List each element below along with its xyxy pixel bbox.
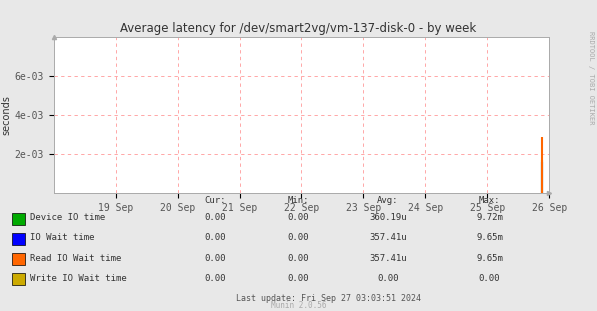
- Text: Munin 2.0.56: Munin 2.0.56: [271, 301, 326, 310]
- Y-axis label: seconds: seconds: [2, 95, 12, 135]
- Text: 0.00: 0.00: [204, 274, 226, 283]
- Text: RRDTOOL / TOBI OETIKER: RRDTOOL / TOBI OETIKER: [588, 31, 594, 124]
- Text: 0.00: 0.00: [479, 274, 500, 283]
- Text: Avg:: Avg:: [377, 196, 399, 205]
- Text: IO Wait time: IO Wait time: [30, 234, 94, 242]
- Text: 357.41u: 357.41u: [369, 234, 407, 242]
- Text: Last update: Fri Sep 27 03:03:51 2024: Last update: Fri Sep 27 03:03:51 2024: [236, 294, 421, 303]
- Text: 9.65m: 9.65m: [476, 234, 503, 242]
- Text: 0.00: 0.00: [204, 254, 226, 262]
- Text: 0.00: 0.00: [288, 234, 309, 242]
- Text: Read IO Wait time: Read IO Wait time: [30, 254, 121, 262]
- FancyBboxPatch shape: [12, 273, 25, 285]
- FancyBboxPatch shape: [12, 213, 25, 225]
- Text: Average latency for /dev/smart2vg/vm-137-disk-0 - by week: Average latency for /dev/smart2vg/vm-137…: [121, 22, 476, 35]
- Text: 0.00: 0.00: [288, 274, 309, 283]
- Text: Min:: Min:: [288, 196, 309, 205]
- Text: 0.00: 0.00: [204, 213, 226, 222]
- Text: 9.65m: 9.65m: [476, 254, 503, 262]
- Text: 360.19u: 360.19u: [369, 213, 407, 222]
- Text: Cur:: Cur:: [204, 196, 226, 205]
- Text: 357.41u: 357.41u: [369, 254, 407, 262]
- Text: Device IO time: Device IO time: [30, 213, 105, 222]
- Text: 9.72m: 9.72m: [476, 213, 503, 222]
- Text: 0.00: 0.00: [377, 274, 399, 283]
- Text: Write IO Wait time: Write IO Wait time: [30, 274, 127, 283]
- FancyBboxPatch shape: [12, 233, 25, 245]
- Text: Max:: Max:: [479, 196, 500, 205]
- Text: 0.00: 0.00: [288, 213, 309, 222]
- Text: 0.00: 0.00: [204, 234, 226, 242]
- Text: 0.00: 0.00: [288, 254, 309, 262]
- FancyBboxPatch shape: [12, 253, 25, 265]
